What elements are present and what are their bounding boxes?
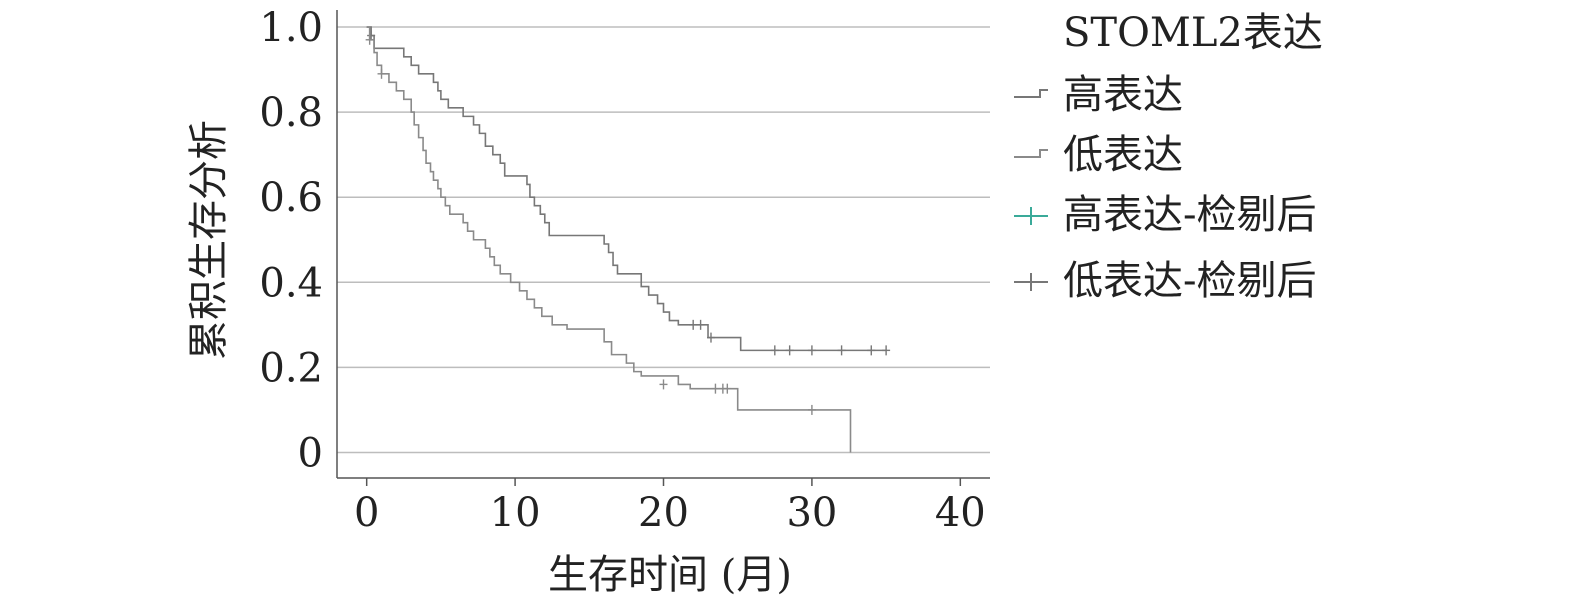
censor-mark-low-3 [711,383,720,394]
censor-mark-high-9 [882,345,891,356]
legend-title: STOML2表达 [1063,10,1323,56]
legend-step-marker-high [1014,89,1048,98]
censor-mark-low-1 [377,68,386,79]
x-tick-label-3: 30 [786,490,837,536]
censor-mark-low-0 [365,34,374,45]
censor-mark-high-5 [785,345,794,356]
x-tick-label-1: 10 [490,490,541,536]
censor-mark-low-5 [723,383,732,394]
y-axis-title: 累积生存分析 [186,120,232,360]
legend-label-high-censored: 高表达-检剔后 [1063,192,1317,238]
y-tick-label-5: 1.0 [259,5,323,51]
x-tick-label-4: 40 [935,490,986,536]
censor-mark-high-4 [770,345,779,356]
censor-mark-low-2 [659,379,668,390]
y-tick-label-4: 0.8 [259,90,323,136]
x-tick-label-0: 0 [354,490,379,536]
y-tick-label-3: 0.6 [259,175,323,221]
censor-mark-high-6 [807,345,816,356]
censor-mark-high-8 [867,345,876,356]
y-tick-label-2: 0.4 [259,260,323,306]
survival-curve-low [366,26,852,453]
legend-step-marker-low [1014,149,1048,158]
curves-layer [365,26,891,453]
censor-mark-high-0 [367,30,376,41]
legend-censor-marker-low [1014,273,1048,291]
y-tick-label-1: 0.2 [259,345,323,391]
legend-label-high: 高表达 [1063,72,1183,118]
censor-mark-high-7 [837,345,846,356]
legend-censor-marker-high [1014,207,1048,225]
ticks-layer: 0 0.2 0.4 0.6 0.8 1.0 0 10 20 30 40 [259,5,985,536]
x-axis-title: 生存时间 (月) [548,552,792,598]
censor-mark-low-6 [807,404,816,415]
censor-mark-high-3 [706,332,715,343]
axes-layer [336,10,990,479]
legend-label-low-censored: 低表达-检剔后 [1063,258,1317,304]
legend-label-low: 低表达 [1063,132,1183,178]
legend: STOML2表达 高表达 低表达 高表达-检剔后 低表达-检剔后 [1014,10,1323,304]
censor-mark-high-1 [689,319,698,330]
y-tick-label-0: 0 [298,430,323,476]
censor-mark-high-2 [696,319,705,330]
survival-curve-high [366,26,887,352]
x-tick-label-2: 20 [638,490,689,536]
